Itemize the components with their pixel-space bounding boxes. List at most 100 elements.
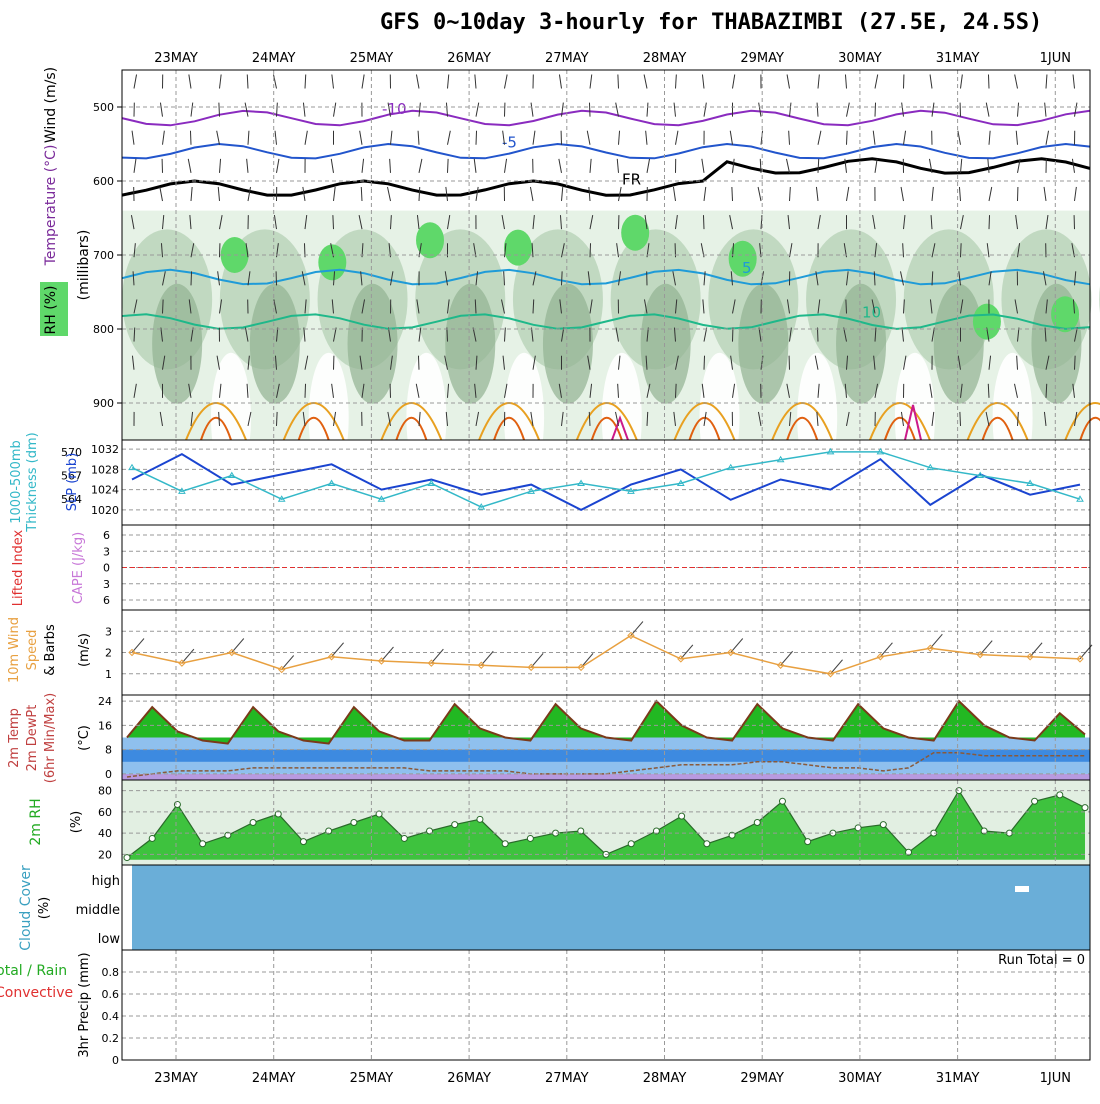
rh2m-axis-label: 2m RH: [28, 798, 44, 845]
wind-barb-icon: [331, 159, 333, 173]
rh2m-marker: [754, 820, 760, 826]
wind-barb-icon: [790, 103, 791, 117]
wind-barb-icon: [217, 131, 220, 145]
cloud-level-label: high: [92, 874, 120, 889]
wind-barb-icon: [818, 75, 819, 89]
wind-barb-icon: [817, 103, 818, 117]
bottom-date-label: 1JUN: [1040, 1071, 1071, 1086]
wind-barb-icon: [248, 131, 249, 145]
wind10-barb-icon: [781, 651, 793, 665]
precip-tick-label: 0.8: [102, 966, 120, 979]
bottom-date-label: 25MAY: [350, 1071, 394, 1086]
rh2m-marker: [679, 813, 685, 819]
wind-barb-icon: [562, 187, 563, 201]
wind-barb-icon: [1072, 159, 1074, 173]
wind10-barb-icon: [332, 643, 344, 657]
wind-barb-icon: [220, 75, 222, 89]
pressure-axis-tick-label: 500: [93, 101, 114, 114]
wind-barb-icon: [476, 187, 478, 201]
rh2m-marker: [1032, 798, 1038, 804]
wind-barb-icon: [220, 159, 221, 173]
wind-barb-icon: [505, 75, 508, 89]
temp-axis-label-4: (°C): [77, 725, 92, 751]
wind-barb-icon: [845, 75, 846, 89]
wind-barb-icon: [703, 215, 704, 229]
slp-axis-label: SLP (mb): [65, 453, 80, 512]
wind10-tick-label: 3: [105, 625, 112, 638]
wind-barb-icon: [730, 131, 732, 145]
isotherm-label: FR: [622, 170, 641, 188]
pressure-axis-tick-label: 900: [93, 397, 114, 410]
wind-barb-icon: [134, 75, 137, 89]
wind-barb-icon: [589, 103, 590, 117]
wind-barb-icon: [559, 159, 562, 173]
isotherm-label: -10: [382, 100, 407, 118]
wind-barb-icon: [647, 159, 650, 173]
wind-barb-icon: [733, 159, 735, 173]
wind-barb-icon: [961, 75, 963, 89]
top-date-label: 26MAY: [447, 51, 491, 66]
wind-barb-icon: [562, 271, 563, 285]
wind-barb-icon: [474, 159, 476, 173]
wind-barb-icon: [1015, 75, 1018, 89]
rh2m-unit-label: (%): [69, 811, 84, 834]
wind-barb-icon: [275, 131, 276, 145]
rh2m-tick-label: 60: [98, 806, 112, 819]
wind-barb-icon: [1075, 187, 1077, 201]
top-date-label: 28MAY: [643, 51, 687, 66]
wind10-tick-label: 2: [105, 647, 112, 660]
lifted-tick-label: 6: [103, 594, 110, 607]
wind-barb-icon: [333, 215, 334, 229]
wind-barb-icon: [787, 75, 789, 89]
top-date-label: 25MAY: [350, 51, 394, 66]
top-date-label: 24MAY: [252, 51, 296, 66]
rh2m-tick-label: 80: [98, 785, 112, 798]
wind-barb-icon: [818, 159, 819, 173]
isotherm-label: 10: [862, 304, 881, 322]
rh2m-marker: [401, 835, 407, 841]
wind-barb-icon: [873, 131, 875, 145]
bottom-date-label: 24MAY: [252, 1071, 296, 1086]
wind-barb-icon: [419, 159, 422, 173]
cloud-unit-label: (%): [37, 897, 52, 920]
wind-barb-icon: [361, 187, 362, 201]
wind-barb-icon: [334, 187, 336, 201]
wind-barb-icon: [986, 103, 989, 117]
wind-axis-label: Wind (m/s): [43, 67, 59, 143]
wind-barb-icon: [476, 131, 477, 145]
wind-barb-icon: [676, 384, 677, 398]
wind-barb-icon: [190, 131, 191, 145]
wind-barb-icon: [590, 75, 592, 89]
temperature-axis-label: Temperature (°C): [43, 145, 59, 267]
wind-barb-icon: [1075, 356, 1076, 370]
isotherm--10-line: [122, 111, 1090, 126]
top-date-label: 27MAY: [545, 51, 589, 66]
rh-shade-dark: [836, 284, 886, 404]
rh2m-marker: [1057, 792, 1063, 798]
wind-barb-icon: [391, 131, 392, 145]
wind10-barb-icon: [132, 639, 144, 653]
wind-barb-icon: [958, 131, 961, 145]
rh2m-marker: [527, 835, 533, 841]
page-title: GFS 0~10day 3-hourly for THABAZIMBI (27.…: [380, 10, 1042, 35]
wind-barb-icon: [305, 131, 307, 145]
wind-barb-icon: [930, 75, 932, 89]
wind-barb-icon: [448, 131, 451, 145]
wind-barb-icon: [334, 103, 336, 117]
wind-barb-icon: [476, 103, 479, 117]
wind10-axis-label-3: & Barbs: [43, 624, 58, 676]
wind-barb-icon: [1045, 103, 1046, 117]
wind-barb-icon: [188, 159, 191, 173]
wind-barb-icon: [1075, 103, 1077, 117]
rh2m-marker: [452, 822, 458, 828]
rh2m-marker: [250, 820, 256, 826]
slp-tick-label: 1032: [91, 443, 119, 456]
wind-barb-icon: [759, 103, 761, 117]
precip-total-label: Total / Rain: [0, 963, 67, 979]
wind-barb-icon: [303, 103, 305, 117]
wind10-barb-icon: [431, 649, 443, 663]
wind10-axis-label-4: (m/s): [77, 633, 92, 667]
temp-band-mid: [122, 750, 1090, 762]
wind-barb-icon: [247, 75, 248, 89]
cloud-cover-area: [132, 865, 1090, 950]
